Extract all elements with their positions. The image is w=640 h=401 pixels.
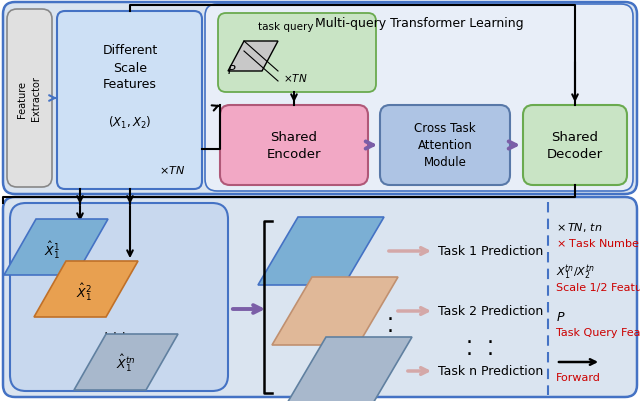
Polygon shape xyxy=(286,337,412,401)
FancyBboxPatch shape xyxy=(57,12,202,190)
FancyBboxPatch shape xyxy=(218,14,376,93)
Text: Shared
Encoder: Shared Encoder xyxy=(267,131,321,160)
FancyBboxPatch shape xyxy=(10,203,228,391)
Text: Task Query Feature: Task Query Feature xyxy=(556,327,640,337)
Polygon shape xyxy=(272,277,398,345)
FancyBboxPatch shape xyxy=(3,198,637,397)
Text: . . .: . . . xyxy=(104,322,126,336)
Text: ·: · xyxy=(465,332,472,352)
Text: Feature
Extractor: Feature Extractor xyxy=(17,76,41,121)
FancyBboxPatch shape xyxy=(380,106,510,186)
Text: $P$: $P$ xyxy=(556,311,566,324)
Text: Shared
Decoder: Shared Decoder xyxy=(547,131,603,160)
Text: $\times\,TN,\,tn$: $\times\,TN,\,tn$ xyxy=(556,221,602,234)
FancyBboxPatch shape xyxy=(220,106,368,186)
FancyBboxPatch shape xyxy=(523,106,627,186)
Text: Multi-query Transformer Learning: Multi-query Transformer Learning xyxy=(315,17,524,30)
Text: Task 1 Prediction: Task 1 Prediction xyxy=(438,245,543,258)
Text: ·: · xyxy=(486,332,493,352)
Text: Task 2 Prediction: Task 2 Prediction xyxy=(438,305,543,318)
Polygon shape xyxy=(228,42,278,72)
Text: $X_1^{tn}/X_2^{tn}$: $X_1^{tn}/X_2^{tn}$ xyxy=(556,263,595,282)
Text: $\hat{X}_1^2$: $\hat{X}_1^2$ xyxy=(76,281,92,302)
Text: $( X_1 , X_2 )$: $( X_1 , X_2 )$ xyxy=(108,115,152,131)
FancyBboxPatch shape xyxy=(205,5,633,192)
Text: ·: · xyxy=(387,309,394,329)
Text: Different
Scale
Features: Different Scale Features xyxy=(102,45,157,91)
Text: ·: · xyxy=(465,344,472,364)
Text: Cross Task
Attention
Module: Cross Task Attention Module xyxy=(414,122,476,169)
Polygon shape xyxy=(34,261,138,317)
Text: $\hat{X}_1^1$: $\hat{X}_1^1$ xyxy=(44,239,60,260)
Polygon shape xyxy=(74,334,178,390)
Text: $\times TN$: $\times TN$ xyxy=(159,164,185,176)
Text: Forward: Forward xyxy=(556,372,601,382)
Polygon shape xyxy=(4,219,108,275)
Text: $P$: $P$ xyxy=(227,64,237,77)
FancyBboxPatch shape xyxy=(3,3,637,194)
FancyBboxPatch shape xyxy=(7,10,52,188)
Text: Task n Prediction: Task n Prediction xyxy=(438,365,543,378)
Text: $\hat{X}_1^{tn}$: $\hat{X}_1^{tn}$ xyxy=(116,351,136,373)
Text: ·: · xyxy=(387,321,394,341)
Text: task query: task query xyxy=(258,22,314,32)
Text: ·: · xyxy=(486,344,493,364)
Text: Scale 1/2 Feature: Scale 1/2 Feature xyxy=(556,282,640,292)
Text: $\times$ Task Number: $\times$ Task Number xyxy=(556,237,640,248)
Text: $\times TN$: $\times TN$ xyxy=(283,72,307,84)
Polygon shape xyxy=(258,217,384,285)
